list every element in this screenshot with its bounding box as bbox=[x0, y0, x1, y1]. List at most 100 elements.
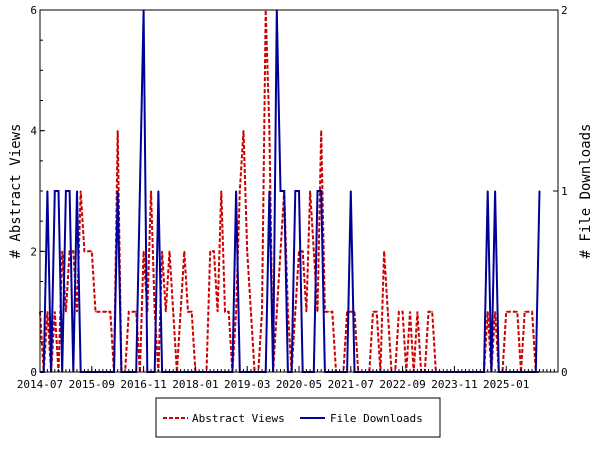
abstract-views-point bbox=[220, 190, 222, 192]
legend-label-file-downloads: File Downloads bbox=[330, 412, 423, 425]
file-downloads-point bbox=[487, 190, 489, 192]
abstract-views-point bbox=[109, 311, 111, 313]
abstract-views-point bbox=[302, 250, 304, 252]
x-tick-label: 2025-01 bbox=[483, 378, 529, 391]
abstract-views-point bbox=[516, 311, 518, 313]
abstract-views-point bbox=[117, 130, 119, 132]
abstract-views-point bbox=[261, 311, 263, 313]
abstract-views-point bbox=[387, 311, 389, 313]
abstract-views-point bbox=[83, 250, 85, 252]
plot-frame bbox=[39, 9, 559, 373]
file-downloads-point bbox=[316, 190, 319, 192]
abstract-views-point bbox=[98, 311, 100, 313]
abstract-views-point bbox=[268, 130, 270, 132]
abstract-views-point bbox=[228, 311, 230, 313]
abstract-views-point bbox=[235, 311, 237, 313]
y-right-tick-label: 1 bbox=[561, 185, 568, 198]
abstract-views-point bbox=[416, 311, 418, 313]
abstract-views-point bbox=[431, 311, 433, 313]
file-downloads-point bbox=[57, 190, 60, 192]
abstract-views-point bbox=[509, 311, 511, 313]
abstract-views-point bbox=[294, 311, 296, 313]
abstract-views-point bbox=[131, 311, 134, 313]
abstract-views-point bbox=[191, 311, 193, 313]
abstract-views-point bbox=[376, 311, 378, 313]
file-downloads-point bbox=[69, 190, 71, 192]
abstract-views-point bbox=[161, 250, 163, 252]
x-tick-label: 2020-05 bbox=[276, 378, 322, 391]
abstract-views-point bbox=[150, 190, 152, 192]
abstract-views-point bbox=[320, 130, 322, 132]
abstract-views-point bbox=[242, 130, 245, 132]
abstract-views-point bbox=[350, 311, 352, 313]
abstract-views-point bbox=[61, 250, 63, 252]
abstract-views-point bbox=[165, 311, 167, 313]
abstract-views-point bbox=[46, 311, 49, 313]
abstract-views-point bbox=[128, 311, 130, 313]
abstract-views-point bbox=[239, 190, 241, 192]
y-left-tick-label: 6 bbox=[30, 4, 37, 17]
abstract-views-point bbox=[409, 311, 411, 313]
abstract-views-point bbox=[527, 311, 530, 313]
abstract-views-point bbox=[494, 311, 496, 313]
y-axis-right-label: # File Downloads bbox=[578, 124, 594, 259]
abstract-views-point bbox=[65, 311, 67, 313]
x-tick-label: 2023-11 bbox=[431, 378, 477, 391]
file-downloads-point bbox=[117, 190, 119, 192]
ticks-layer: 2014-07 2015-09 2016-11 2018-01 2019-03 2020-… bbox=[17, 4, 568, 391]
x-tick-label: 2016-11 bbox=[120, 378, 166, 391]
abstract-views-point bbox=[217, 311, 219, 313]
abstract-views-point bbox=[505, 311, 507, 313]
file-downloads-point bbox=[279, 190, 282, 192]
file-downloads-point bbox=[494, 190, 496, 192]
abstract-views-point bbox=[487, 311, 489, 313]
file-downloads-point bbox=[54, 190, 56, 192]
legend-label-abstract-views: Abstract Views bbox=[192, 412, 285, 425]
abstract-views-point bbox=[106, 311, 108, 313]
abstract-views-point bbox=[276, 311, 278, 313]
file-downloads-point bbox=[320, 190, 322, 192]
x-tick-label: 2021-07 bbox=[328, 378, 374, 391]
abstract-views-point bbox=[328, 311, 330, 313]
abstract-views-point bbox=[383, 250, 385, 252]
y-axis-left-label: # Abstract Views bbox=[8, 124, 24, 259]
file-downloads-point bbox=[538, 190, 541, 192]
x-tick-label: 2022-09 bbox=[379, 378, 425, 391]
abstract-views-point bbox=[427, 311, 430, 313]
abstract-views-point bbox=[76, 311, 78, 313]
abstract-views-point bbox=[246, 250, 248, 252]
legend-box bbox=[155, 397, 441, 438]
file-downloads-point bbox=[76, 190, 78, 192]
abstract-views-point bbox=[94, 311, 97, 313]
abstract-views-point bbox=[313, 250, 315, 252]
abstract-views-point bbox=[183, 250, 185, 252]
x-tick-label: 2015-09 bbox=[69, 378, 115, 391]
abstract-views-point bbox=[54, 311, 56, 313]
abstract-views-point bbox=[187, 311, 189, 313]
abstract-views-point bbox=[279, 250, 282, 252]
abstract-views-point bbox=[513, 311, 515, 313]
x-tick-label: 2018-01 bbox=[172, 378, 218, 391]
file-downloads-point bbox=[65, 190, 67, 192]
x-tick-label: 2019-03 bbox=[224, 378, 270, 391]
y-right-tick-label: 2 bbox=[561, 4, 568, 17]
abstract-views-point bbox=[102, 311, 104, 313]
file-downloads-point bbox=[268, 190, 270, 192]
abstract-views-point bbox=[72, 250, 74, 252]
file-downloads-point bbox=[298, 190, 300, 192]
abstract-views-point bbox=[87, 250, 89, 252]
abstract-views-point bbox=[143, 250, 145, 252]
abstract-views-point bbox=[402, 311, 404, 313]
abstract-views-point bbox=[372, 311, 374, 313]
abstract-views-point bbox=[172, 311, 174, 313]
file-downloads-point bbox=[294, 190, 296, 192]
abstract-views-point bbox=[180, 311, 182, 313]
legend: Abstract Views File Downloads bbox=[155, 397, 441, 438]
file-downloads-point bbox=[139, 190, 141, 192]
file-downloads-point bbox=[157, 190, 159, 192]
abstract-views-point bbox=[80, 190, 82, 192]
abstract-views-point bbox=[250, 311, 252, 313]
y-left-tick-label: 4 bbox=[30, 125, 37, 138]
file-downloads-point bbox=[235, 190, 237, 192]
